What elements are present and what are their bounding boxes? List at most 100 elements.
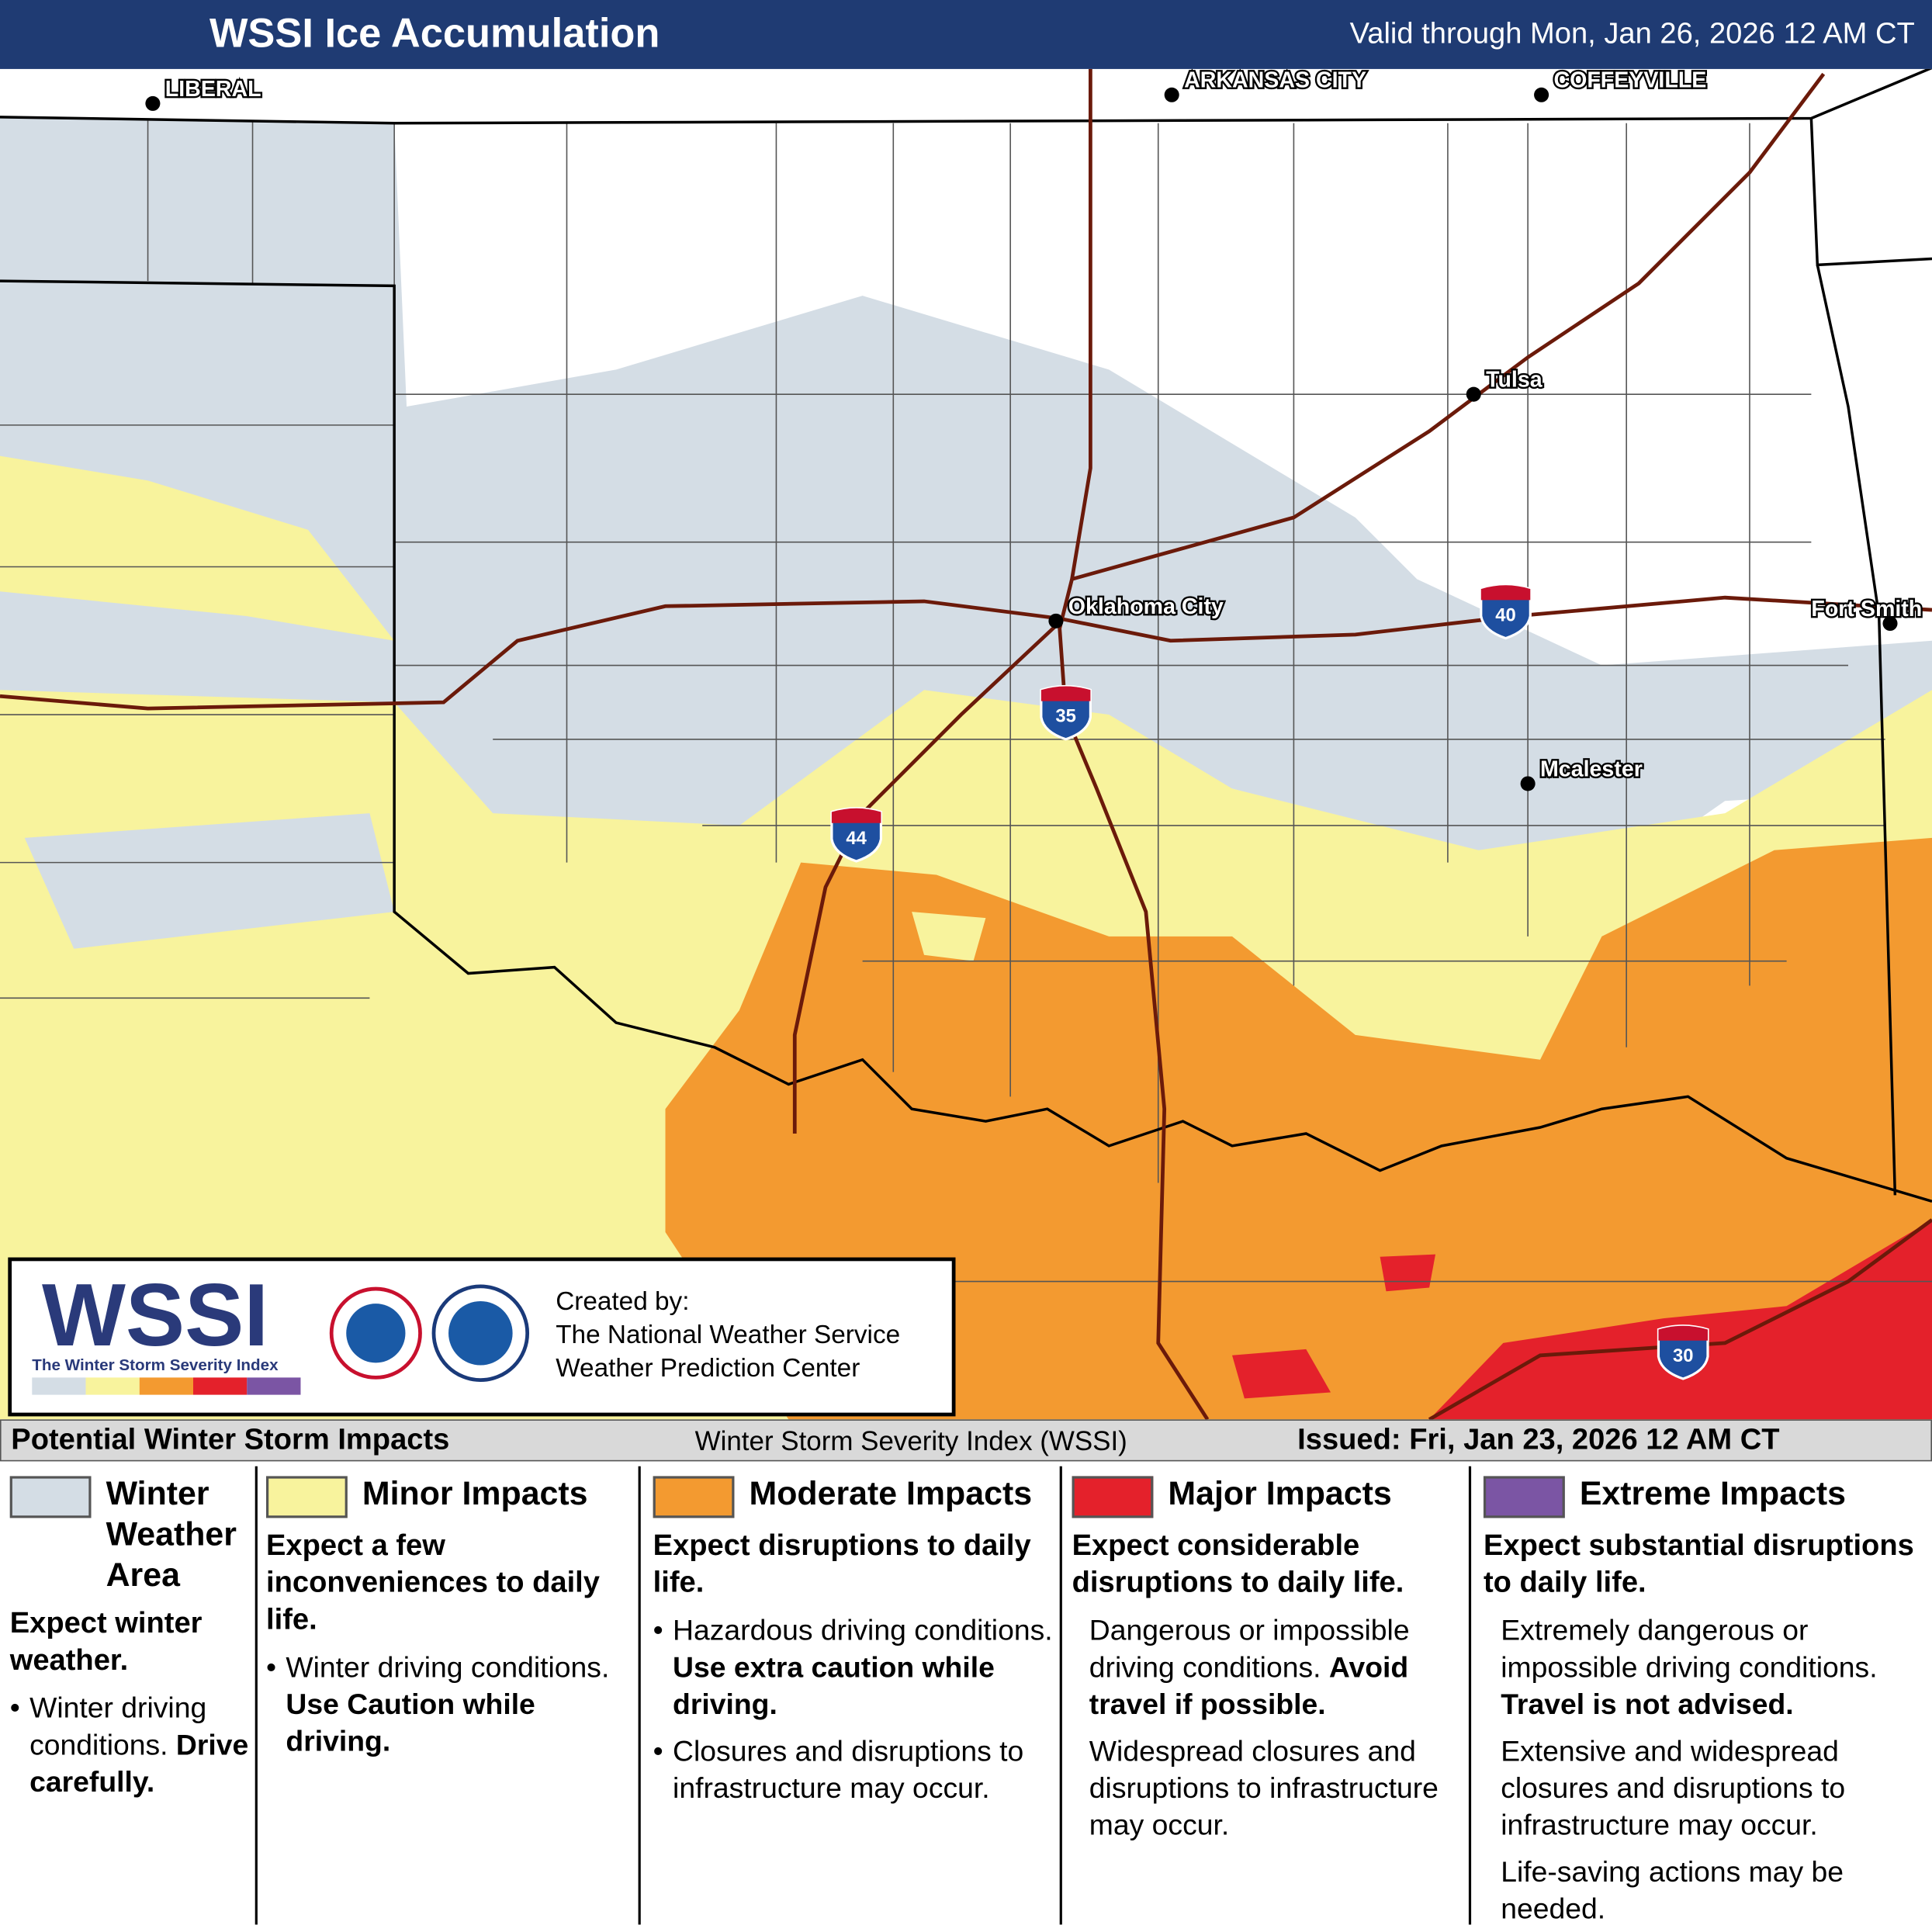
impact-zone	[912, 912, 986, 961]
legend-item: Life-saving actions may be needed.	[1484, 1853, 1927, 1927]
legend-summary: Expect winter weather.	[9, 1606, 203, 1678]
legend-item: Extremely dangerous or impossible drivin…	[1484, 1612, 1927, 1723]
legend-column: Winter Weather Area Expect winter weather…	[9, 1473, 255, 1930]
impact-zone	[24, 813, 395, 949]
item-emphasis: Use extra caution while driving.	[673, 1650, 995, 1720]
legend-item: Winter driving conditions. Drive careful…	[10, 1689, 255, 1800]
item-text: Closures and disruptions to infrastructu…	[673, 1734, 1024, 1804]
legend-head: Extreme Impacts	[1483, 1473, 1927, 1518]
item-emphasis: Use Caution while driving.	[286, 1688, 535, 1757]
item-text: Extensive and widespread closures and di…	[1501, 1734, 1846, 1841]
legend-name: Minor Impacts	[362, 1474, 588, 1512]
title: WSSI Ice Accumulation	[209, 9, 660, 56]
interstate-shield-top	[1480, 585, 1531, 601]
city-label: COFFEYVILLE	[1553, 69, 1706, 93]
column-separator	[1468, 1466, 1472, 1925]
item-emphasis: Avoid travel if possible.	[1089, 1650, 1409, 1720]
item-text: Dangerous or impossible driving conditio…	[1089, 1614, 1410, 1684]
item-text: Hazardous driving conditions.	[673, 1614, 1053, 1646]
interstate-number: 30	[1673, 1345, 1693, 1366]
impact-zone	[0, 116, 1932, 937]
city-dot	[145, 95, 161, 111]
interstate-shield-top	[831, 808, 881, 823]
impact-zone	[1380, 1254, 1436, 1292]
city-dot	[1048, 613, 1064, 628]
interstate-number: 40	[1495, 604, 1515, 625]
impact-zone	[0, 455, 395, 641]
item-text: Life-saving actions may be needed.	[1501, 1855, 1844, 1925]
legend-item: Extensive and widespread closures and di…	[1484, 1733, 1927, 1844]
legend-column: Moderate Impacts Expect disruptions to da…	[653, 1473, 1054, 1930]
logo-color-segment	[192, 1377, 248, 1395]
city-label: Oklahoma City	[1068, 594, 1224, 619]
roads	[0, 68, 1932, 1420]
created-by: Created by:	[556, 1287, 689, 1316]
legend-name: Moderate Impacts	[749, 1474, 1033, 1512]
interstate-number: 44	[846, 828, 867, 849]
legend-swatch	[266, 1476, 348, 1518]
city-label: Mcalester	[1540, 757, 1643, 781]
legend-column: Major Impacts Expect considerable disrupt…	[1072, 1473, 1464, 1930]
city-label: Fort Smith	[1811, 597, 1922, 621]
impact-zone	[1429, 1220, 1932, 1420]
legend-name: Winter Weather Area	[106, 1474, 237, 1594]
legend-name: Major Impacts	[1168, 1474, 1392, 1512]
logo-tagline: The Winter Storm Severity Index	[32, 1356, 279, 1374]
nws-logo-center	[346, 1304, 406, 1363]
item-text: Winter driving conditions.	[286, 1650, 610, 1684]
city-label: Tulsa	[1486, 368, 1543, 393]
noaa-logo-center	[448, 1300, 513, 1366]
logo-color-segment	[247, 1377, 301, 1395]
city-dot	[1882, 616, 1898, 632]
city-dot	[1164, 87, 1179, 102]
legend-swatch	[653, 1476, 735, 1518]
legend-swatch	[1483, 1476, 1565, 1518]
interstate-number: 35	[1055, 706, 1076, 727]
logo-wssi: WSSI	[42, 1266, 268, 1365]
logo-box: WSSI The Winter Storm Severity Index Cre…	[8, 1257, 956, 1417]
legend-item: Winter driving conditions. Use Caution w…	[266, 1649, 635, 1760]
item-emphasis: Travel is not advised.	[1501, 1688, 1794, 1720]
interstate-shield-top	[1040, 686, 1091, 701]
item-emphasis: Drive carefully.	[29, 1728, 249, 1798]
interstate-shield-top	[1658, 1325, 1708, 1341]
legend-head: Winter Weather Area	[9, 1473, 255, 1595]
legend-subtitle: Winter Storm Severity Index (WSSI)	[694, 1425, 1127, 1457]
legend-bar: Potential Winter Storm Impacts Winter St…	[0, 1419, 1932, 1462]
legend-summary: Expect a few inconveniences to daily lif…	[266, 1529, 600, 1636]
impact-zone	[665, 837, 1932, 1420]
legend-summary: Expect disruptions to daily life.	[653, 1529, 1031, 1600]
org-nws: The National Weather Service	[556, 1321, 900, 1349]
city-label: LIBERAL	[165, 77, 261, 102]
legend-swatch	[9, 1476, 92, 1518]
legend-swatch	[1072, 1476, 1154, 1518]
city-dot	[1466, 386, 1481, 402]
city-dot	[1520, 776, 1536, 791]
logo-color-segment	[85, 1377, 140, 1395]
org-wpc: Weather Prediction Center	[556, 1354, 860, 1383]
column-separator	[254, 1466, 258, 1925]
legend-item: Dangerous or impossible driving conditio…	[1072, 1612, 1464, 1723]
legend-head: Major Impacts	[1072, 1473, 1464, 1518]
impact-zone	[1232, 1349, 1331, 1399]
city-dot	[1534, 87, 1549, 102]
legend-head: Minor Impacts	[266, 1473, 635, 1518]
legend-column: Minor Impacts Expect a few inconveniences…	[266, 1473, 635, 1930]
legend-summary: Expect substantial disruptions to daily …	[1483, 1529, 1914, 1600]
legend-item: Widespread closures and disruptions to i…	[1072, 1733, 1464, 1844]
state-lines	[0, 68, 1932, 1203]
logo-color-segment	[139, 1377, 193, 1395]
item-text: Widespread closures and disruptions to i…	[1089, 1734, 1439, 1841]
header: WSSI Ice Accumulation Valid through Mon,…	[0, 0, 1932, 69]
legend-head: Moderate Impacts	[653, 1473, 1054, 1518]
legend-item: Closures and disruptions to infrastructu…	[653, 1733, 1054, 1806]
column-separator	[638, 1466, 641, 1925]
logo-color-segment	[32, 1377, 86, 1395]
map: LIBERAL ARKANSAS CITY COFFEYVILLE Tulsa Okla…	[0, 68, 1932, 1420]
issued: Issued: Fri, Jan 23, 2026 12 AM CT	[1297, 1423, 1780, 1457]
legend-title: Potential Winter Storm Impacts	[11, 1423, 450, 1457]
legend-name: Extreme Impacts	[1579, 1474, 1847, 1512]
item-text: Extremely dangerous or impossible drivin…	[1501, 1614, 1878, 1684]
